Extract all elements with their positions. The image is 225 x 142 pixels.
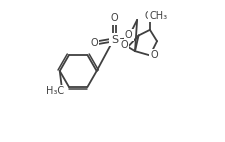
- Text: O: O: [144, 11, 151, 21]
- Text: O: O: [120, 40, 127, 50]
- Text: O: O: [124, 30, 132, 40]
- Text: S: S: [110, 35, 117, 45]
- Text: CH₃: CH₃: [149, 11, 167, 21]
- Text: O: O: [149, 50, 157, 60]
- Text: H₃C: H₃C: [46, 86, 64, 96]
- Text: O: O: [110, 13, 118, 23]
- Text: O: O: [90, 38, 98, 48]
